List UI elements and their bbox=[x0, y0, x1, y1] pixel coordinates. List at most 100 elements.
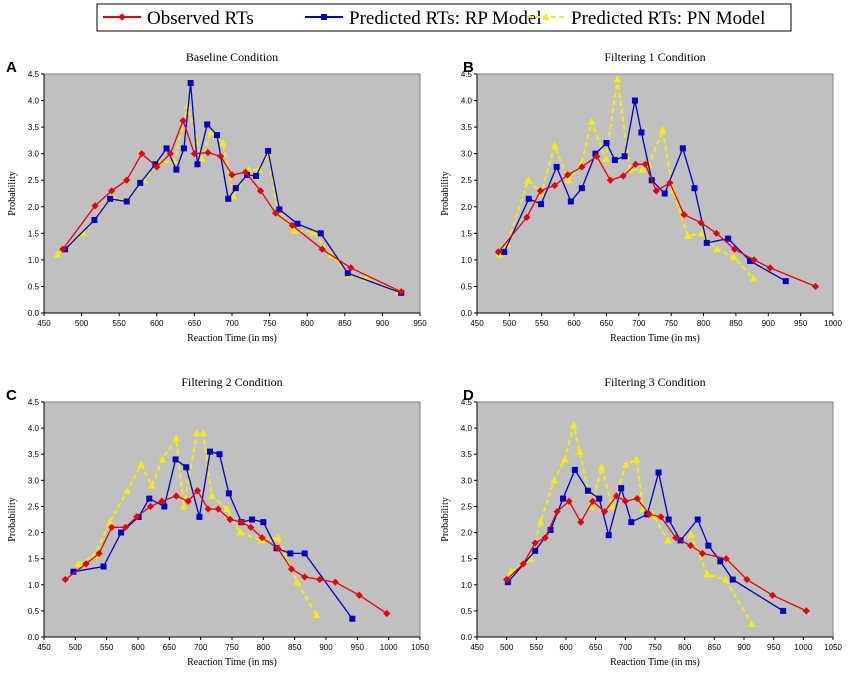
data-point bbox=[172, 492, 180, 500]
panel-letter: A bbox=[6, 59, 17, 76]
data-point bbox=[100, 563, 107, 570]
data-point bbox=[82, 560, 90, 568]
data-point bbox=[703, 239, 710, 246]
data-point bbox=[782, 278, 789, 285]
legend-marker bbox=[321, 14, 327, 20]
y-tick-label: 1.0 bbox=[28, 256, 40, 265]
data-point bbox=[679, 145, 686, 152]
x-tick-label: 500 bbox=[503, 319, 517, 328]
data-point bbox=[631, 160, 640, 168]
y-tick-label: 2.0 bbox=[461, 529, 473, 538]
y-tick-label: 4.0 bbox=[461, 97, 473, 106]
data-point bbox=[536, 187, 545, 195]
x-tick-label: 600 bbox=[559, 643, 573, 652]
legend: Observed RTs Predicted RTs: RP Model Predi… bbox=[96, 3, 792, 32]
x-tick-label: 850 bbox=[708, 643, 722, 652]
data-point bbox=[687, 542, 695, 550]
data-point bbox=[698, 549, 707, 558]
legend-marker bbox=[542, 13, 550, 20]
panel-letter: C bbox=[6, 387, 17, 404]
data-point bbox=[229, 192, 238, 200]
data-point bbox=[631, 97, 638, 104]
data-point bbox=[318, 245, 326, 253]
chart-title: Filtering 1 Condition bbox=[604, 50, 705, 64]
data-point bbox=[183, 464, 190, 471]
data-point bbox=[721, 575, 730, 583]
chart-panel-b: B Filtering 1 Condition 0.0 0.5 1.0 1.5 2.0 2.5… bbox=[440, 50, 842, 344]
legend-marker bbox=[118, 13, 126, 21]
data-point bbox=[561, 455, 569, 463]
x-tick-label: 450 bbox=[470, 643, 484, 652]
data-point bbox=[526, 554, 535, 562]
data-point bbox=[172, 434, 181, 442]
x-tick-label: 850 bbox=[729, 319, 743, 328]
legend-entry: Predicted RTs: RP Model bbox=[305, 8, 542, 29]
data-point bbox=[605, 532, 612, 539]
y-tick-label: 1.5 bbox=[461, 229, 473, 238]
data-point bbox=[241, 168, 250, 176]
data-point bbox=[592, 150, 599, 157]
y-tick-label: 3.0 bbox=[461, 150, 473, 159]
data-point bbox=[287, 565, 296, 573]
x-tick-label: 950 bbox=[794, 319, 808, 328]
y-tick-label: 3.0 bbox=[28, 150, 40, 159]
data-point bbox=[312, 611, 321, 619]
data-point bbox=[219, 139, 227, 147]
data-point bbox=[524, 176, 532, 184]
data-point bbox=[665, 516, 672, 523]
chart-title: Baseline Condition bbox=[186, 50, 278, 64]
data-point bbox=[349, 615, 356, 622]
series-diamond bbox=[61, 487, 391, 618]
data-point bbox=[147, 481, 156, 489]
data-point bbox=[564, 171, 572, 179]
x-tick-label: 700 bbox=[225, 319, 239, 328]
x-tick-label: 600 bbox=[131, 643, 145, 652]
data-point bbox=[664, 536, 672, 544]
data-point bbox=[179, 117, 187, 125]
y-tick-label: 4.5 bbox=[28, 70, 40, 79]
data-point bbox=[684, 231, 692, 239]
data-point bbox=[597, 463, 606, 471]
data-point bbox=[123, 486, 132, 494]
data-point bbox=[550, 141, 559, 149]
data-point bbox=[569, 421, 578, 429]
y-tick-label: 2.0 bbox=[461, 203, 473, 212]
y-tick-label: 4.5 bbox=[28, 398, 40, 407]
x-axis-label: Reaction Time (in ms) bbox=[610, 657, 700, 668]
data-point bbox=[199, 429, 207, 437]
data-point bbox=[293, 578, 301, 586]
x-tick-label: 650 bbox=[589, 643, 603, 652]
chart-panel-a: A Baseline Condition 0.0 0.5 1.0 1.5 2.0 2.5 3.0… bbox=[6, 50, 427, 344]
x-tick-label: 900 bbox=[376, 319, 390, 328]
data-point bbox=[657, 513, 665, 521]
data-point bbox=[108, 523, 116, 531]
x-tick-label: 950 bbox=[767, 643, 781, 652]
data-point bbox=[802, 607, 810, 615]
x-tick-label: 650 bbox=[188, 319, 202, 328]
y-tick-label: 1.5 bbox=[28, 229, 40, 238]
x-tick-label: 850 bbox=[288, 643, 302, 652]
y-tick-label: 0.0 bbox=[28, 309, 40, 318]
data-point bbox=[91, 217, 98, 224]
y-tick-label: 3.5 bbox=[28, 123, 40, 132]
x-tick-label: 900 bbox=[319, 643, 333, 652]
y-tick-label: 2.5 bbox=[461, 176, 473, 185]
data-point bbox=[618, 485, 625, 492]
y-axis-label: Probability bbox=[440, 171, 451, 215]
x-tick-label: 1050 bbox=[824, 643, 842, 652]
data-point bbox=[661, 190, 668, 197]
y-tick-label: 4.0 bbox=[28, 424, 40, 433]
y-tick-label: 0.5 bbox=[28, 282, 40, 291]
data-point bbox=[564, 176, 573, 184]
data-point bbox=[258, 534, 266, 542]
x-tick-label: 950 bbox=[413, 319, 427, 328]
data-point bbox=[225, 490, 232, 497]
data-point bbox=[547, 526, 554, 533]
data-point bbox=[204, 121, 211, 128]
data-point bbox=[494, 248, 502, 256]
x-tick-label: 500 bbox=[69, 643, 83, 652]
data-point bbox=[95, 549, 103, 558]
data-point bbox=[137, 460, 145, 468]
x-tick-label: 650 bbox=[600, 319, 614, 328]
data-point bbox=[287, 550, 294, 557]
